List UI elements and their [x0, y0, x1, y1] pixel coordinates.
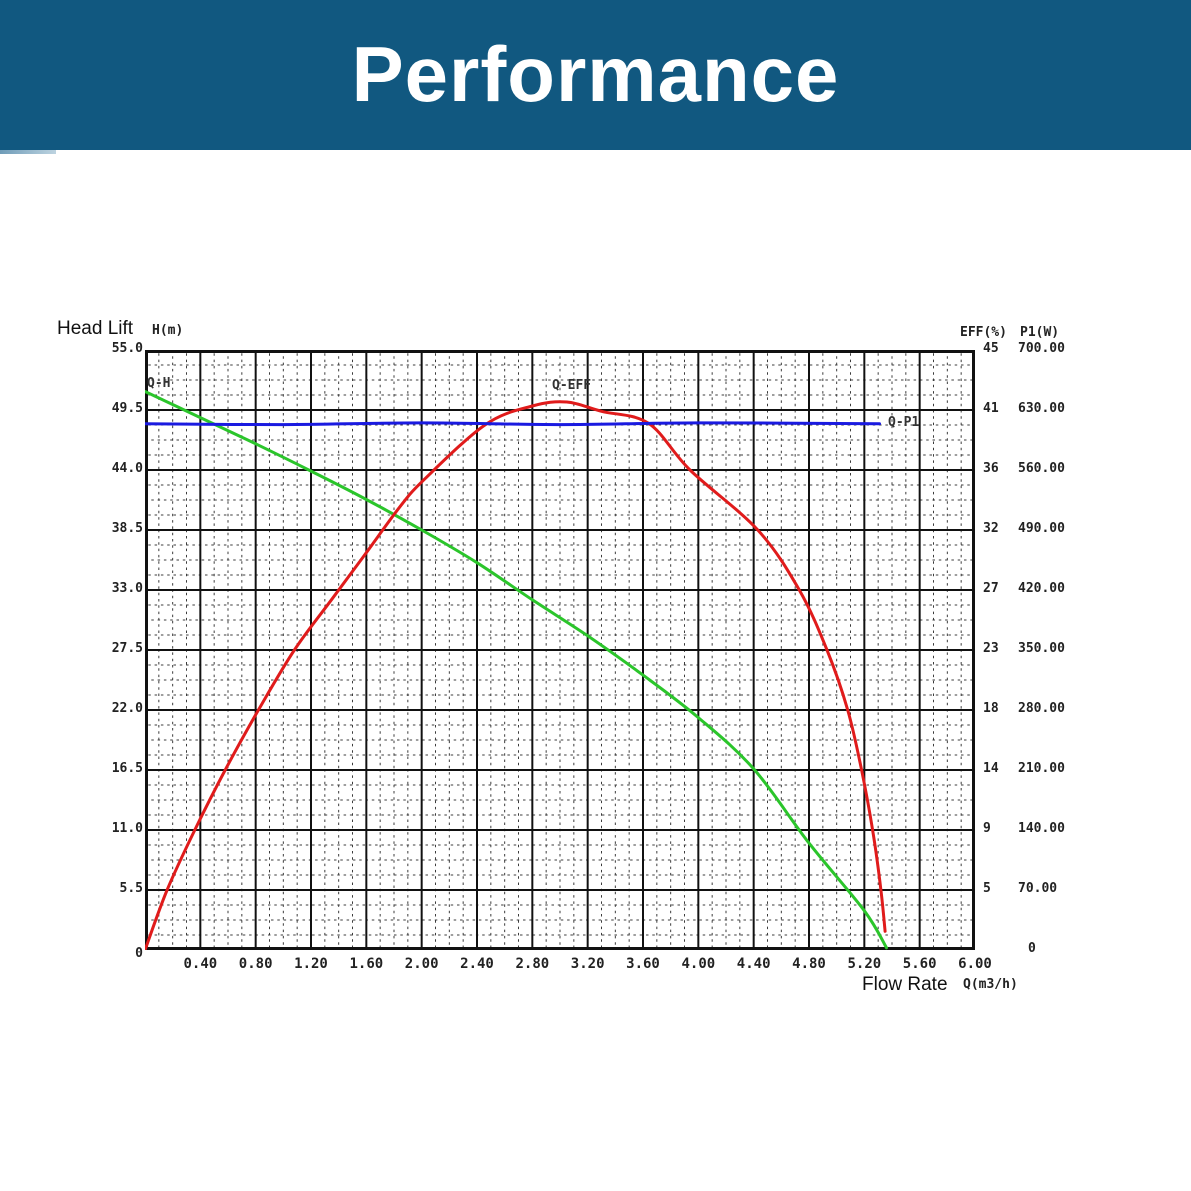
p1-tick-label: 350.00 — [1018, 641, 1065, 656]
x-tick-label: 4.00 — [681, 956, 716, 972]
x-axis-unit: Q(m3/h) — [963, 977, 1018, 992]
series-label-qp1: Q-P1 — [888, 415, 920, 430]
y-left-axis-unit: H(m) — [152, 323, 184, 338]
x-tick-label: 1.20 — [294, 956, 328, 972]
x-tick-label: 3.20 — [570, 956, 605, 972]
series-label-qh: Q-H — [147, 376, 171, 391]
plot-border — [145, 350, 975, 950]
x-axis-title: Flow Rate — [862, 974, 948, 995]
p1-tick-label: 420.00 — [1018, 581, 1065, 596]
x-tick-label: 2.80 — [515, 956, 550, 972]
y-left-tick-label: 11.0 — [111, 821, 143, 836]
series-q-eff-line — [145, 400, 887, 950]
y-left-tick-label: 55.0 — [111, 341, 143, 356]
x-tick-label: 0.40 — [183, 956, 218, 972]
p1-tick-label: 210.00 — [1018, 761, 1065, 776]
x-tick-label: 5.60 — [902, 956, 937, 972]
series-q-h-line — [145, 389, 888, 950]
x-tick-label: 0.80 — [238, 956, 273, 972]
plot-area — [145, 350, 975, 950]
header-banner: Performance — [0, 0, 1191, 150]
eff-tick-label: 32 — [983, 521, 999, 536]
p1-tick-label: 490.00 — [1018, 521, 1065, 536]
eff-tick-label: 18 — [983, 701, 999, 716]
y-left-tick-label: 33.0 — [111, 581, 143, 596]
eff-tick-label: 23 — [983, 641, 999, 656]
x-tick-label: 3.60 — [626, 956, 660, 972]
eff-tick-label: 9 — [983, 821, 991, 836]
y-left-tick-label: 44.0 — [111, 461, 143, 476]
series-label-qeff: Q-EFF — [552, 378, 592, 393]
p1-tick-label: 140.00 — [1018, 821, 1065, 836]
x-tick-label: 6.00 — [958, 956, 992, 972]
y-left-axis-title: Head Lift — [57, 318, 134, 339]
eff-tick-label: 5 — [983, 881, 991, 896]
page-title: Performance — [351, 30, 840, 118]
p1-tick-label: 560.00 — [1018, 461, 1065, 476]
eff-tick-label: 36 — [983, 461, 999, 476]
eff-tick-label: 45 — [983, 341, 999, 356]
y-left-tick-label: 0 — [135, 946, 143, 961]
x-tick-label: 4.80 — [792, 956, 826, 972]
y-left-tick-label: 22.0 — [111, 701, 143, 716]
eff-axis-header: EFF(%) — [960, 325, 1007, 340]
y-left-tick-label: 5.5 — [119, 881, 143, 896]
x-tick-label: 4.40 — [736, 956, 771, 972]
eff-tick-label: 14 — [983, 761, 999, 776]
eff-tick-label: 27 — [983, 581, 999, 596]
y-left-tick-label: 49.5 — [111, 401, 143, 416]
eff-tick-label: 41 — [983, 401, 999, 416]
p1-tick-label: 0 — [1028, 941, 1036, 956]
y-left-tick-label: 38.5 — [111, 521, 143, 536]
p1-tick-label: 630.00 — [1018, 401, 1065, 416]
x-tick-label: 1.60 — [349, 956, 384, 972]
series-q-p1-line — [145, 421, 881, 427]
p1-tick-label: 700.00 — [1018, 341, 1065, 356]
y-left-tick-label: 27.5 — [111, 641, 143, 656]
p1-tick-label: 70.00 — [1018, 881, 1058, 896]
x-tick-label: 2.00 — [404, 956, 439, 972]
p1-tick-label: 280.00 — [1018, 701, 1065, 716]
x-tick-label: 2.40 — [460, 956, 494, 972]
x-tick-label: 5.20 — [847, 956, 882, 972]
y-left-tick-label: 16.5 — [111, 761, 143, 776]
banner-edge-strip — [0, 150, 56, 154]
p1-axis-header: P1(W) — [1020, 325, 1060, 340]
